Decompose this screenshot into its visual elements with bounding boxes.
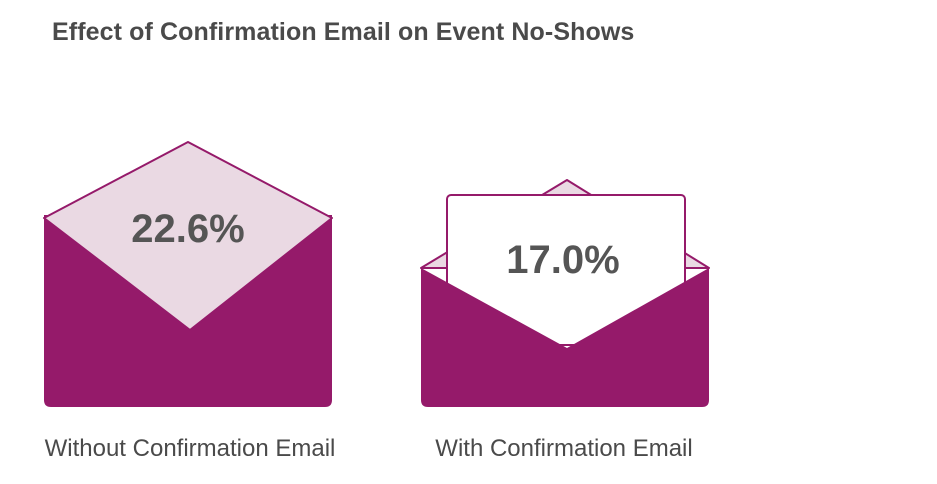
data-label-with: 17.0% xyxy=(506,238,619,282)
data-label-without: 22.6% xyxy=(131,207,244,251)
bar-with-confirmation: 17.0% xyxy=(420,179,710,407)
envelope-pocket-icon xyxy=(421,268,709,407)
bar-without-confirmation: 22.6% xyxy=(43,141,333,407)
envelope-flap-icon xyxy=(43,141,333,331)
letter-icon xyxy=(446,194,686,346)
category-label-without: Without Confirmation Email xyxy=(45,435,336,462)
category-label-with: With Confirmation Email xyxy=(435,435,692,462)
chart-title: Effect of Confirmation Email on Event No… xyxy=(52,18,635,46)
